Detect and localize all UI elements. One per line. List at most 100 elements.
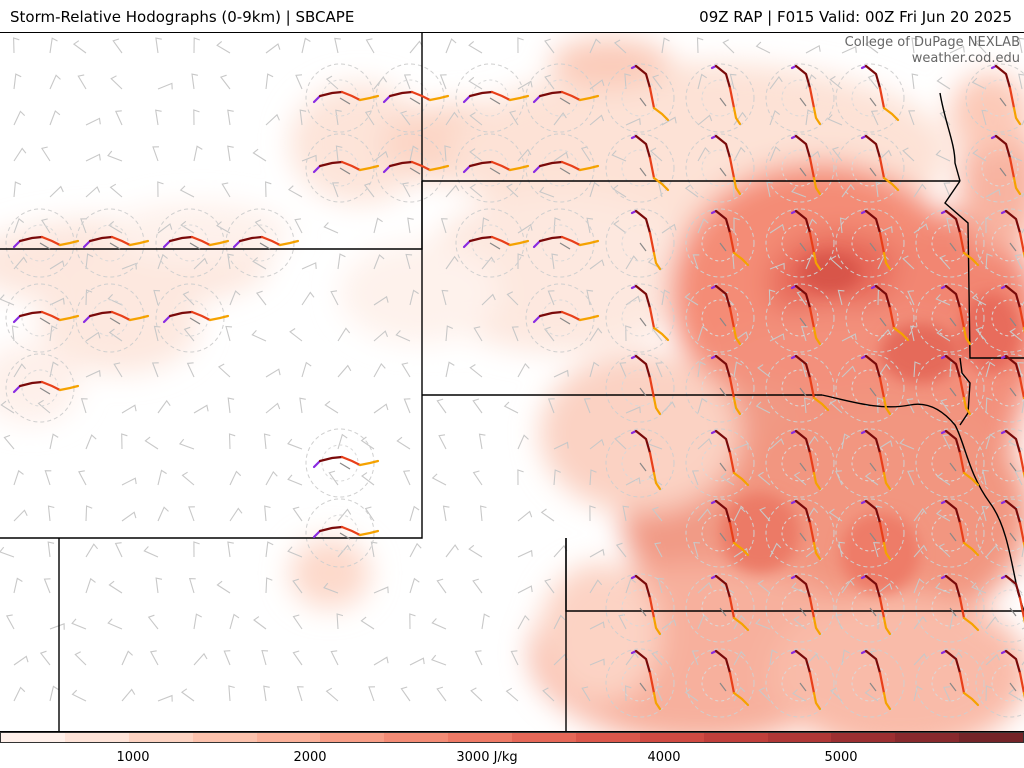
hodograph-segment bbox=[560, 160, 582, 172]
hodograph-segment bbox=[728, 376, 736, 400]
hodograph-segment bbox=[878, 451, 886, 475]
wind-barb bbox=[907, 470, 915, 486]
hodograph-segment bbox=[82, 239, 92, 249]
wind-barb bbox=[71, 689, 87, 702]
wind-barb bbox=[913, 507, 927, 522]
hodograph-segment bbox=[728, 451, 736, 475]
hodograph bbox=[630, 284, 670, 342]
hodograph-segment bbox=[12, 384, 22, 394]
wind-barb bbox=[292, 650, 303, 666]
wind-barb bbox=[733, 506, 746, 522]
wind-barb bbox=[908, 110, 915, 126]
hodo-ring bbox=[621, 369, 659, 407]
hodograph-segment bbox=[634, 574, 652, 600]
hodograph-segment bbox=[1018, 521, 1024, 545]
wind-barb bbox=[228, 433, 236, 450]
hodograph bbox=[860, 499, 892, 561]
hodograph-segment bbox=[232, 239, 242, 249]
wind-barb bbox=[613, 39, 627, 54]
wind-barb bbox=[841, 649, 850, 666]
hodo-ring bbox=[765, 63, 835, 133]
hodograph bbox=[860, 64, 900, 122]
hodo-ring bbox=[975, 283, 1024, 353]
wind-barb bbox=[684, 688, 699, 702]
hodograph-segment bbox=[808, 451, 816, 475]
hodograph-segment bbox=[728, 521, 736, 545]
wind-barb bbox=[733, 686, 746, 702]
wind-barb bbox=[439, 74, 447, 90]
wind-barb bbox=[733, 361, 742, 378]
storm-motion-vector bbox=[639, 317, 647, 327]
wind-barb bbox=[697, 73, 708, 90]
wind-barb bbox=[373, 217, 383, 234]
hodograph-segment bbox=[794, 209, 812, 235]
wind-barb bbox=[841, 183, 855, 198]
hodograph-segment bbox=[312, 459, 322, 469]
storm-motion-vector bbox=[799, 682, 807, 692]
wind-barb bbox=[907, 290, 915, 306]
wind-barb bbox=[13, 686, 26, 702]
cape-core bbox=[840, 513, 920, 593]
wind-barb bbox=[481, 217, 490, 234]
wind-barb bbox=[733, 146, 746, 162]
hodograph-segment bbox=[1018, 306, 1024, 330]
wind-barb bbox=[468, 544, 483, 558]
storm-motion-vector bbox=[799, 607, 807, 617]
map-canvas[interactable] bbox=[0, 33, 1024, 732]
wind-barb bbox=[221, 182, 231, 198]
hodograph bbox=[790, 649, 822, 711]
hodo-ring bbox=[685, 648, 755, 718]
wind-barb bbox=[255, 290, 267, 306]
hodograph bbox=[12, 310, 80, 325]
hodograph bbox=[1000, 429, 1024, 479]
wind-barb bbox=[400, 686, 411, 702]
hodograph-segment bbox=[812, 251, 822, 271]
storm-motion-vector bbox=[559, 97, 571, 105]
wind-barb bbox=[875, 181, 883, 198]
hodograph-segment bbox=[18, 380, 44, 388]
hodograph bbox=[1000, 354, 1024, 400]
wind-barb bbox=[506, 183, 519, 198]
wind-barb bbox=[697, 581, 713, 594]
hodograph-segment bbox=[728, 156, 736, 180]
hodograph-segment bbox=[874, 284, 892, 310]
hodograph-segment bbox=[1012, 176, 1022, 196]
wind-barb bbox=[1014, 470, 1023, 486]
wind-barb bbox=[216, 40, 231, 54]
hodo-ring bbox=[701, 79, 739, 117]
storm-motion-vector bbox=[719, 242, 727, 252]
storm-motion-vector bbox=[1009, 462, 1017, 472]
wind-barb bbox=[877, 582, 893, 594]
wind-barb bbox=[517, 510, 533, 522]
hodo-ring bbox=[605, 133, 675, 203]
hodo-ring bbox=[621, 299, 659, 337]
hodograph bbox=[710, 354, 742, 416]
map-panel[interactable] bbox=[0, 32, 1024, 732]
storm-motion-vector bbox=[949, 607, 957, 617]
hodograph bbox=[82, 235, 150, 250]
wind-barb bbox=[985, 685, 993, 702]
hodograph bbox=[940, 574, 980, 632]
hodograph-segment bbox=[714, 209, 732, 235]
wind-barb bbox=[335, 109, 342, 126]
wind-barb bbox=[733, 331, 749, 342]
wind-barb bbox=[157, 506, 169, 522]
wind-barb bbox=[1008, 688, 1023, 702]
hodograph-segment bbox=[864, 499, 882, 525]
wind-barb bbox=[72, 40, 87, 54]
wind-barb bbox=[370, 541, 378, 558]
storm-motion-vector bbox=[639, 607, 647, 617]
title-bar: Storm-Relative Hodographs (0-9km) | SBCA… bbox=[0, 0, 1024, 32]
wind-barb bbox=[227, 145, 234, 162]
storm-motion-vector bbox=[639, 167, 647, 177]
wind-barb bbox=[867, 74, 879, 90]
hodo-ring bbox=[975, 208, 1024, 278]
wind-barb bbox=[77, 74, 87, 90]
state-borders bbox=[0, 33, 1024, 731]
colorbar-segment bbox=[703, 733, 768, 742]
storm-motion-vector bbox=[189, 242, 201, 250]
wind-barb bbox=[652, 74, 663, 90]
state-border bbox=[944, 180, 1024, 359]
hodo-ring bbox=[701, 664, 739, 702]
wind-barb bbox=[157, 469, 167, 486]
